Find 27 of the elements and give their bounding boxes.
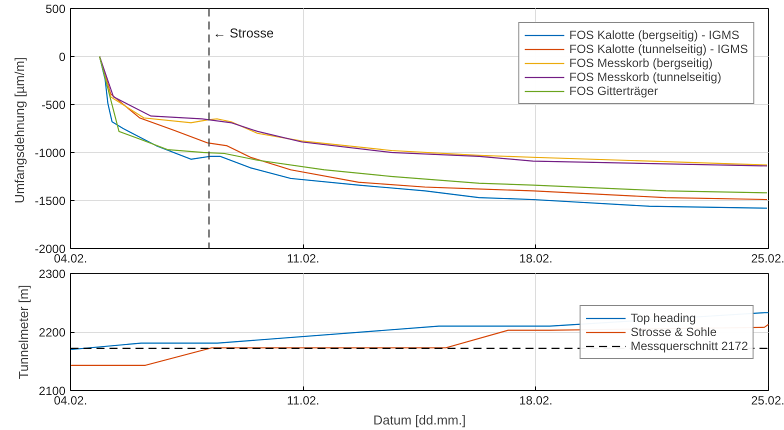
ref-line-label: Messquerschnitt 2172 (630, 338, 748, 352)
y-tick-label: 2200 (38, 326, 66, 340)
x-tick-label: 04.02. (54, 252, 88, 266)
y-tick-label: -500 (41, 98, 66, 112)
x-tick-label: 25.02. (751, 394, 784, 408)
y-axis-title: Tunnelmeter [m] (16, 284, 31, 380)
x-tick-label: 25.02. (751, 252, 784, 266)
legend-label: FOS Messkorb (bergseitig) (569, 56, 713, 70)
y-tick-label: 0 (58, 50, 66, 64)
x-tick-label: 04.02. (54, 394, 88, 408)
legend-label: FOS Kalotte (tunnelseitig) - IGMS (569, 42, 748, 56)
x-tick-label: 18.02. (519, 394, 553, 408)
y-tick-label: 2300 (38, 267, 66, 281)
y-tick-label: -1000 (34, 146, 66, 160)
legend-label: Strosse & Sohle (630, 324, 717, 338)
legend-label: FOS Gitterträger (569, 84, 658, 98)
y-tick-label: 500 (45, 2, 66, 16)
x-axis-title: Datum [dd.mm.] (373, 412, 466, 428)
legend-label: FOS Messkorb (tunnelseitig) (569, 70, 722, 84)
x-tick-label: 11.02. (286, 252, 320, 266)
x-tick-label: 18.02. (519, 252, 553, 266)
ref-line-label: ← Strosse (212, 26, 274, 40)
x-tick-label: 11.02. (286, 394, 320, 408)
y-axis-title: Umfangsdehnung [µm/m] (12, 57, 27, 204)
legend-label: Top heading (630, 310, 696, 324)
legend-label: FOS Kalotte (bergseitig) - IGMS (569, 28, 740, 42)
y-tick-label: -1500 (34, 194, 66, 208)
